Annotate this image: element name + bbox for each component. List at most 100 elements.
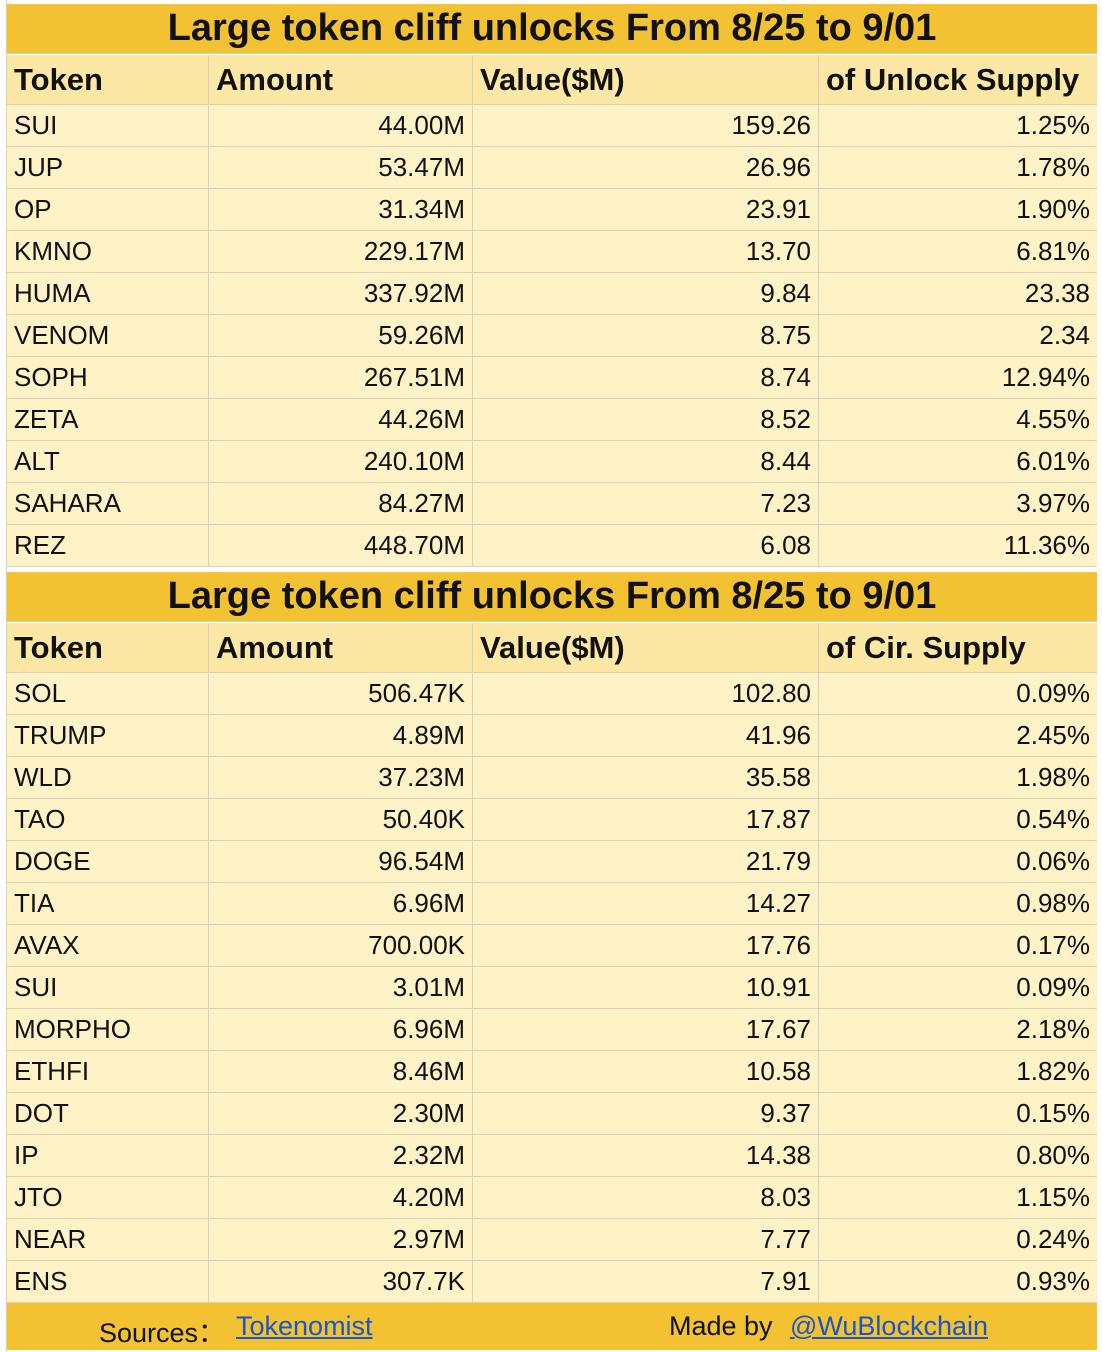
table-row: WLD 37.23M 35.58 1.98% (7, 757, 1097, 799)
table1-header-amount: Amount (209, 55, 473, 105)
cell-amount: 84.27M (209, 483, 473, 525)
table2-header-row: Token Amount Value($M) of Cir. Supply (7, 623, 1097, 673)
footer-bar: Sources： Tokenomist Made by @WuBlockchai… (7, 1303, 1097, 1350)
cell-supply: 0.06% (819, 841, 1097, 883)
cell-token: REZ (7, 525, 209, 567)
cell-value: 41.96 (473, 715, 819, 757)
table-row: REZ 448.70M 6.08 11.36% (7, 525, 1097, 567)
tokenomist-link[interactable]: Tokenomist (236, 1311, 373, 1341)
cell-token: NEAR (7, 1219, 209, 1261)
table2-title: Large token cliff unlocks From 8/25 to 9… (7, 572, 1097, 622)
cell-value: 10.91 (473, 967, 819, 1009)
cell-supply: 2.18% (819, 1009, 1097, 1051)
sheet-left-edge (0, 0, 7, 1352)
cell-value: 7.91 (473, 1261, 819, 1303)
table-row: SAHARA 84.27M 7.23 3.97% (7, 483, 1097, 525)
cell-amount: 59.26M (209, 315, 473, 357)
table-row: DOGE 96.54M 21.79 0.06% (7, 841, 1097, 883)
cell-supply: 11.36% (819, 525, 1097, 567)
cell-token: ALT (7, 441, 209, 483)
cell-token: ZETA (7, 399, 209, 441)
cell-value: 17.76 (473, 925, 819, 967)
table-row: MORPHO 6.96M 17.67 2.18% (7, 1009, 1097, 1051)
cell-amount: 2.32M (209, 1135, 473, 1177)
cell-supply: 0.09% (819, 967, 1097, 1009)
cell-value: 17.67 (473, 1009, 819, 1051)
cell-value: 23.91 (473, 189, 819, 231)
cell-token: SOPH (7, 357, 209, 399)
cell-token: ETHFI (7, 1051, 209, 1093)
cell-amount: 44.26M (209, 399, 473, 441)
cell-token: ENS (7, 1261, 209, 1303)
table-row: SOL 506.47K 102.80 0.09% (7, 673, 1097, 715)
cell-value: 17.87 (473, 799, 819, 841)
cell-amount: 267.51M (209, 357, 473, 399)
cell-value: 9.84 (473, 273, 819, 315)
cell-value: 8.03 (473, 1177, 819, 1219)
cell-value: 7.23 (473, 483, 819, 525)
cell-amount: 50.40K (209, 799, 473, 841)
cell-supply: 0.09% (819, 673, 1097, 715)
table1-title: Large token cliff unlocks From 8/25 to 9… (7, 4, 1097, 54)
table1-header-supply: of Unlock Supply (819, 55, 1097, 105)
cell-supply: 3.97% (819, 483, 1097, 525)
cell-value: 102.80 (473, 673, 819, 715)
table-row: SUI 44.00M 159.26 1.25% (7, 105, 1097, 147)
cell-supply: 0.15% (819, 1093, 1097, 1135)
table1-header-row: Token Amount Value($M) of Unlock Supply (7, 55, 1097, 105)
cell-amount: 6.96M (209, 883, 473, 925)
cell-token: TAO (7, 799, 209, 841)
table-row: ZETA 44.26M 8.52 4.55% (7, 399, 1097, 441)
table-row: ETHFI 8.46M 10.58 1.82% (7, 1051, 1097, 1093)
cell-token: TIA (7, 883, 209, 925)
cell-value: 26.96 (473, 147, 819, 189)
cell-amount: 3.01M (209, 967, 473, 1009)
cell-token: KMNO (7, 231, 209, 273)
cell-value: 8.74 (473, 357, 819, 399)
table-row: TRUMP 4.89M 41.96 2.45% (7, 715, 1097, 757)
made-by-label: Made by (669, 1311, 773, 1341)
cell-token: JUP (7, 147, 209, 189)
cell-value: 8.52 (473, 399, 819, 441)
cell-supply: 6.81% (819, 231, 1097, 273)
cell-token: OP (7, 189, 209, 231)
cell-value: 8.75 (473, 315, 819, 357)
table1-header-token: Token (7, 55, 209, 105)
table-row: TIA 6.96M 14.27 0.98% (7, 883, 1097, 925)
cell-amount: 96.54M (209, 841, 473, 883)
table-row: KMNO 229.17M 13.70 6.81% (7, 231, 1097, 273)
cell-supply: 0.54% (819, 799, 1097, 841)
cell-amount: 307.7K (209, 1261, 473, 1303)
cell-supply: 6.01% (819, 441, 1097, 483)
cell-token: SOL (7, 673, 209, 715)
cell-token: IP (7, 1135, 209, 1177)
cell-amount: 448.70M (209, 525, 473, 567)
cell-supply: 0.24% (819, 1219, 1097, 1261)
cell-token: WLD (7, 757, 209, 799)
cell-supply: 1.90% (819, 189, 1097, 231)
cell-amount: 2.97M (209, 1219, 473, 1261)
table1-title-row: Large token cliff unlocks From 8/25 to 9… (7, 4, 1097, 54)
cell-value: 8.44 (473, 441, 819, 483)
cell-supply: 0.80% (819, 1135, 1097, 1177)
cell-token: VENOM (7, 315, 209, 357)
cell-value: 7.77 (473, 1219, 819, 1261)
table2-header-amount: Amount (209, 623, 473, 673)
table-row: SOPH 267.51M 8.74 12.94% (7, 357, 1097, 399)
table-row: AVAX 700.00K 17.76 0.17% (7, 925, 1097, 967)
cell-amount: 37.23M (209, 757, 473, 799)
wublockchain-link[interactable]: @WuBlockchain (790, 1311, 988, 1341)
cell-value: 21.79 (473, 841, 819, 883)
table-row: JTO 4.20M 8.03 1.15% (7, 1177, 1097, 1219)
cell-token: DOGE (7, 841, 209, 883)
table1-header-value: Value($M) (473, 55, 819, 105)
cell-supply: 4.55% (819, 399, 1097, 441)
table-row: ALT 240.10M 8.44 6.01% (7, 441, 1097, 483)
cell-supply: 1.78% (819, 147, 1097, 189)
cell-amount: 2.30M (209, 1093, 473, 1135)
cell-supply: 23.38 (819, 273, 1097, 315)
cell-amount: 4.20M (209, 1177, 473, 1219)
table2-header-supply: of Cir. Supply (819, 623, 1097, 673)
cell-value: 13.70 (473, 231, 819, 273)
